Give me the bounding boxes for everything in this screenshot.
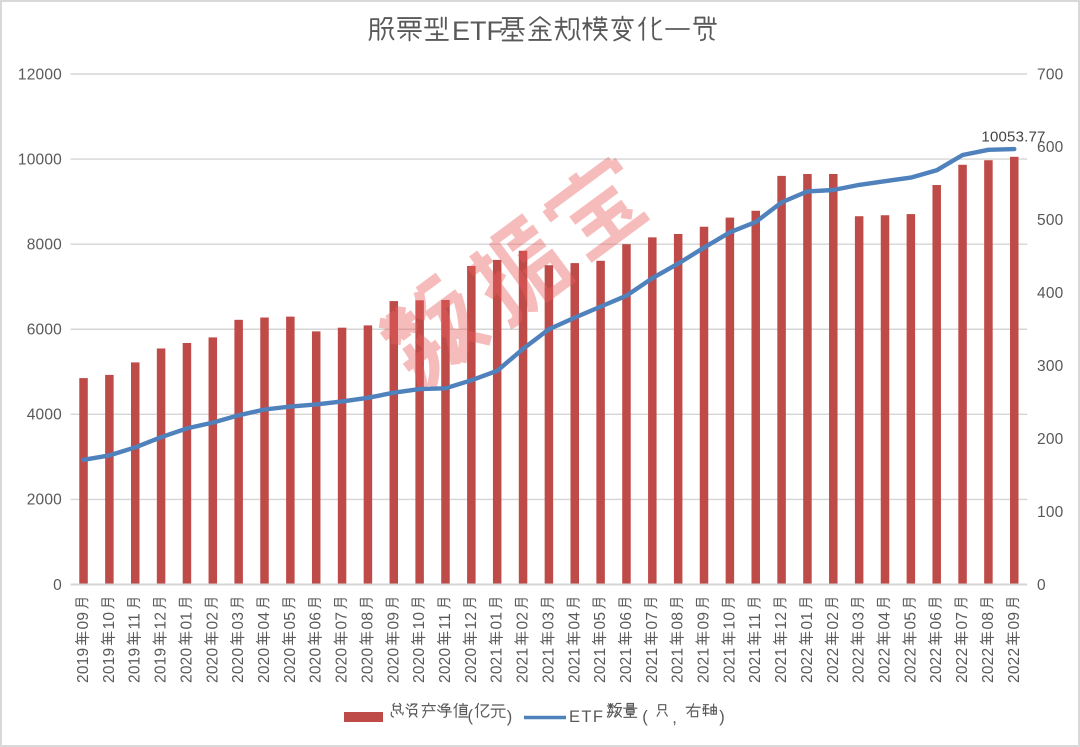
svg-text:2022: 2022 <box>799 648 816 683</box>
svg-text:04: 04 <box>566 612 583 630</box>
svg-text:10: 10 <box>721 612 738 630</box>
svg-text:10000: 10000 <box>18 151 62 168</box>
svg-text:2021: 2021 <box>773 648 790 683</box>
svg-text:10053.77: 10053.77 <box>981 129 1045 146</box>
svg-text:2020: 2020 <box>308 648 325 683</box>
svg-text:600: 600 <box>1037 139 1064 156</box>
svg-text:11: 11 <box>747 613 764 630</box>
svg-text:02: 02 <box>515 612 532 630</box>
svg-text:400: 400 <box>1037 285 1064 302</box>
svg-text:2000: 2000 <box>27 492 62 509</box>
svg-text:100: 100 <box>1037 504 1064 521</box>
svg-text:2019: 2019 <box>127 648 144 683</box>
svg-text:): ) <box>719 708 725 726</box>
svg-text:11: 11 <box>437 613 454 630</box>
svg-text:12: 12 <box>463 612 480 630</box>
svg-text:2019: 2019 <box>75 648 92 683</box>
svg-text:09: 09 <box>696 612 713 630</box>
svg-text:02: 02 <box>204 612 221 630</box>
svg-text:(: ( <box>468 707 474 725</box>
svg-text:06: 06 <box>618 612 635 630</box>
svg-text:2020: 2020 <box>178 648 195 683</box>
svg-text:2020: 2020 <box>385 648 402 683</box>
svg-text:2021: 2021 <box>540 648 557 683</box>
svg-text:06: 06 <box>928 612 945 630</box>
svg-text:2022: 2022 <box>877 648 894 683</box>
svg-text:01: 01 <box>178 612 195 630</box>
svg-text:08: 08 <box>980 612 997 630</box>
svg-text:12000: 12000 <box>18 66 62 83</box>
svg-text:03: 03 <box>230 612 247 630</box>
svg-text:2020: 2020 <box>282 648 299 683</box>
svg-text:200: 200 <box>1037 431 1064 448</box>
svg-text:2020: 2020 <box>204 648 221 683</box>
svg-text:8000: 8000 <box>27 237 62 254</box>
svg-text:2019: 2019 <box>153 648 170 683</box>
svg-text:0: 0 <box>53 577 62 594</box>
svg-text:08: 08 <box>359 612 376 630</box>
svg-text:2020: 2020 <box>359 648 376 683</box>
svg-text:07: 07 <box>644 612 661 630</box>
svg-text:02: 02 <box>825 612 842 630</box>
svg-text:700: 700 <box>1037 66 1064 83</box>
svg-text:2021: 2021 <box>670 648 687 683</box>
svg-text:10: 10 <box>411 612 428 630</box>
svg-text:03: 03 <box>540 612 557 630</box>
svg-text:2021: 2021 <box>696 648 713 683</box>
svg-text:08: 08 <box>670 612 687 630</box>
svg-text:2020: 2020 <box>256 648 273 683</box>
svg-text:2020: 2020 <box>437 648 454 683</box>
svg-text:2021: 2021 <box>618 648 635 683</box>
svg-text:4000: 4000 <box>27 407 62 424</box>
svg-text:05: 05 <box>902 612 919 630</box>
svg-text:04: 04 <box>877 612 894 630</box>
svg-text:09: 09 <box>75 612 92 630</box>
svg-text:01: 01 <box>489 612 506 630</box>
svg-text:2021: 2021 <box>489 648 506 683</box>
svg-text:2021: 2021 <box>566 648 583 683</box>
svg-text:2019: 2019 <box>101 648 118 683</box>
svg-text:2022: 2022 <box>902 648 919 683</box>
svg-text:2021: 2021 <box>747 648 764 683</box>
svg-text:500: 500 <box>1037 212 1064 229</box>
svg-text:07: 07 <box>954 612 971 630</box>
svg-text:ETF: ETF <box>569 708 604 726</box>
svg-text:12: 12 <box>153 612 170 630</box>
svg-text:04: 04 <box>256 612 273 630</box>
svg-text:2022: 2022 <box>928 648 945 683</box>
svg-text:2020: 2020 <box>411 648 428 683</box>
svg-text:): ) <box>507 708 513 726</box>
svg-text:10: 10 <box>101 612 118 630</box>
svg-text:01: 01 <box>799 612 816 630</box>
svg-text:09: 09 <box>1006 612 1023 630</box>
svg-text:2021: 2021 <box>721 648 738 683</box>
svg-text:2022: 2022 <box>980 648 997 683</box>
svg-text:ETF: ETF <box>452 16 503 46</box>
svg-text:2020: 2020 <box>463 648 480 683</box>
svg-text:300: 300 <box>1037 358 1064 375</box>
svg-text:09: 09 <box>385 612 402 630</box>
svg-text:(: ( <box>642 708 648 726</box>
svg-text:03: 03 <box>851 612 868 630</box>
svg-text:2021: 2021 <box>644 648 661 683</box>
svg-text:,: , <box>672 709 677 727</box>
svg-text:06: 06 <box>308 612 325 630</box>
svg-text:05: 05 <box>282 612 299 630</box>
svg-text:6000: 6000 <box>27 322 62 339</box>
svg-text:11: 11 <box>127 613 144 630</box>
svg-text:2020: 2020 <box>334 648 351 683</box>
svg-text:2022: 2022 <box>1006 648 1023 683</box>
svg-text:05: 05 <box>592 612 609 630</box>
svg-text:2020: 2020 <box>230 648 247 683</box>
svg-text:2021: 2021 <box>592 648 609 683</box>
svg-text:07: 07 <box>334 612 351 630</box>
svg-text:12: 12 <box>773 612 790 630</box>
svg-text:2022: 2022 <box>825 648 842 683</box>
svg-text:2021: 2021 <box>515 648 532 683</box>
svg-text:0: 0 <box>1037 577 1046 594</box>
svg-text:2022: 2022 <box>851 648 868 683</box>
svg-text:2022: 2022 <box>954 648 971 683</box>
